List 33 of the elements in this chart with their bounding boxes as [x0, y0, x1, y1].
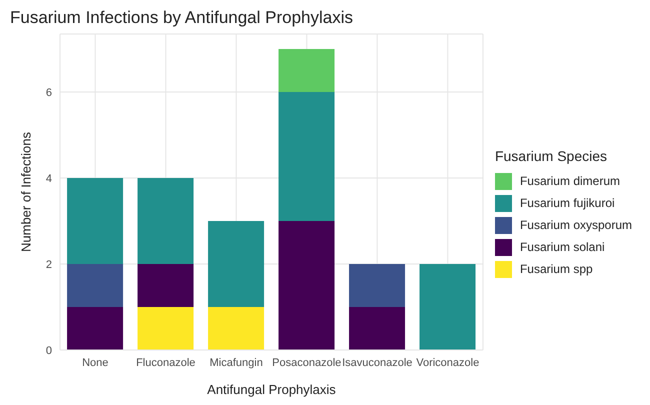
- legend-label: Fusarium oxysporum: [520, 218, 632, 232]
- x-tick-label: Posaconazole: [272, 356, 342, 369]
- x-tick-label: Micafungin: [210, 356, 263, 369]
- legend-label: Fusarium solani: [520, 240, 605, 254]
- x-tick-label: None: [82, 356, 108, 369]
- x-tick-label: Isavuconazole: [342, 356, 412, 369]
- bar: [67, 264, 124, 308]
- bar: [349, 264, 406, 308]
- bar: [67, 307, 124, 350]
- bar: [208, 307, 264, 350]
- legend-title: Fusarium Species: [494, 148, 608, 164]
- bar: [208, 221, 264, 308]
- x-axis-title: Antifungal Prophylaxis: [207, 382, 336, 397]
- bar: [138, 264, 194, 308]
- bar: [278, 92, 335, 222]
- x-tick-label: Voriconazole: [416, 356, 480, 369]
- bar: [138, 307, 194, 350]
- x-tick-label: Fluconazole: [136, 356, 196, 369]
- bar: [278, 49, 335, 92]
- legend-label: Fusarium fujikuroi: [520, 196, 615, 210]
- y-tick-label: 6: [46, 86, 52, 99]
- bar: [138, 178, 194, 264]
- bar: [349, 307, 406, 350]
- bar: [278, 221, 335, 350]
- legend-label: Fusarium spp: [520, 262, 593, 276]
- y-axis-title: Number of Infections: [18, 132, 34, 252]
- y-tick-label: 4: [46, 172, 52, 185]
- y-tick-label: 0: [46, 344, 52, 357]
- bar: [67, 178, 124, 264]
- y-tick-label: 2: [46, 258, 52, 271]
- legend-label: Fusarium dimerum: [520, 174, 620, 188]
- bar: [420, 264, 476, 350]
- chart-title: Fusarium Infections by Antifungal Prophylaxis: [9, 8, 354, 29]
